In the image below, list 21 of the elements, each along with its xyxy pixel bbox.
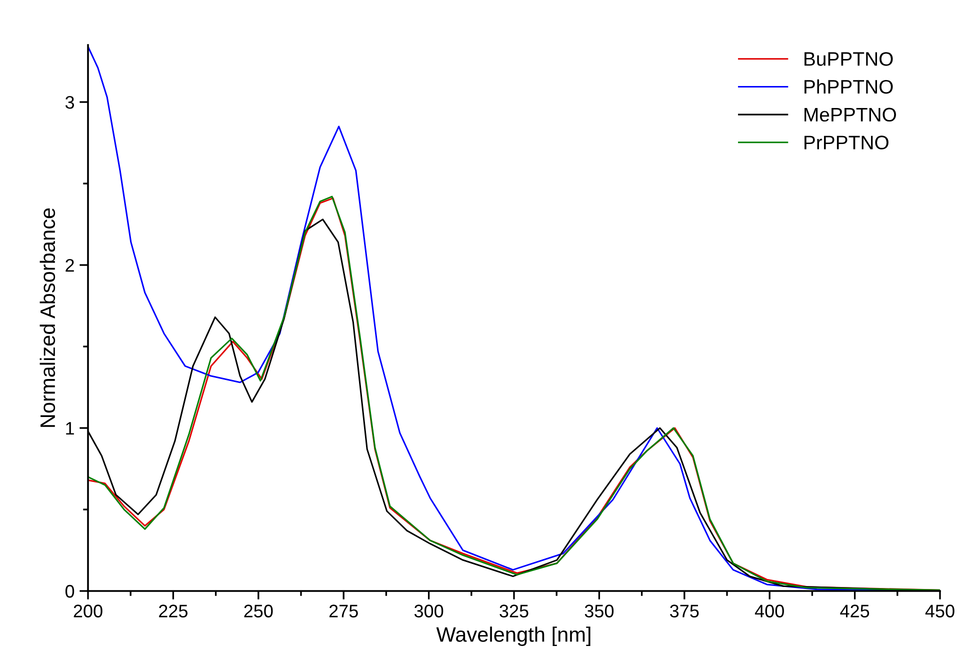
x-tick-label: 400 [754, 604, 784, 618]
legend-label: PhPPTNO [804, 79, 893, 94]
x-tick-label: 275 [329, 604, 358, 618]
x-tick-label: 225 [159, 604, 188, 618]
x-tick-label: 375 [670, 604, 699, 618]
y-axis-title: Normalized Absorbance [40, 208, 56, 427]
x-tick-label: 350 [584, 604, 614, 618]
x-tick-label: 425 [840, 604, 870, 618]
x-axis-title: Wavelength [nm] [436, 626, 590, 646]
y-tick-label: 0 [65, 584, 74, 598]
x-tick-label: 250 [244, 604, 273, 618]
x-tick-label: 300 [414, 604, 444, 618]
y-tick-label: 1 [66, 422, 74, 435]
legend-label: MePPTNO [804, 108, 896, 122]
x-tick-label: 450 [925, 604, 954, 618]
y-tick-label: 2 [66, 258, 74, 272]
x-tick-label: 200 [74, 604, 102, 618]
legend-label: PrPPTNO [804, 136, 888, 150]
y-tick-label: 3 [65, 96, 74, 109]
legend-label: BuPPTNO [804, 52, 893, 66]
x-tick-label: 325 [500, 604, 528, 618]
